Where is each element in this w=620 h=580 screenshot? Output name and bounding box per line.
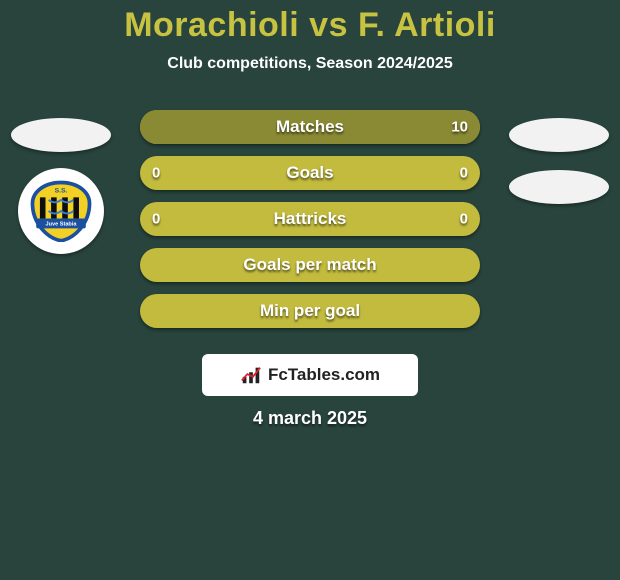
player-left-column: S.S. Juve Stabia [6, 110, 116, 254]
stat-label: Goals per match [243, 255, 376, 275]
badge-bottom-text: Juve Stabia [45, 221, 77, 227]
stat-label: Matches [276, 117, 344, 137]
stat-row: Hattricks 0 0 [140, 202, 480, 236]
stat-value-right: 10 [451, 119, 468, 136]
stat-label: Min per goal [260, 301, 360, 321]
club-badge-icon: S.S. Juve Stabia [30, 180, 92, 242]
player-right-column [504, 110, 614, 204]
stat-value-left: 0 [152, 211, 160, 228]
stat-row: Goals 0 0 [140, 156, 480, 190]
stat-row: Min per goal [140, 294, 480, 328]
page-title: Morachioli vs F. Artioli [0, 0, 620, 45]
stat-value-right: 0 [460, 211, 468, 228]
stat-label: Hattricks [274, 209, 347, 229]
player-left-avatar [11, 118, 111, 152]
stat-row: Goals per match [140, 248, 480, 282]
player-right-club-placeholder [509, 170, 609, 204]
stat-row: Matches 10 [140, 110, 480, 144]
title-player-left: Morachioli [124, 6, 299, 44]
bar-chart-icon [240, 364, 262, 386]
subtitle: Club competitions, Season 2024/2025 [0, 55, 620, 73]
stat-value-right: 0 [460, 165, 468, 182]
badge-top-text: S.S. [55, 187, 68, 194]
fctables-logo-text: FcTables.com [268, 365, 380, 385]
fctables-logo[interactable]: FcTables.com [202, 354, 418, 396]
stat-bars: Matches 10 Goals 0 0 Hattricks 0 0 Goals per mat… [140, 110, 480, 328]
stat-value-left: 0 [152, 165, 160, 182]
title-player-right: F. Artioli [358, 6, 496, 44]
badge-stripes [40, 197, 82, 218]
player-right-avatar [509, 118, 609, 152]
player-left-club-badge: S.S. Juve Stabia [18, 168, 104, 254]
comparison-card: Morachioli vs F. Artioli Club competitio… [0, 0, 620, 580]
generation-date: 4 march 2025 [0, 408, 620, 429]
title-vs: vs [309, 6, 348, 44]
stat-label: Goals [286, 163, 333, 183]
